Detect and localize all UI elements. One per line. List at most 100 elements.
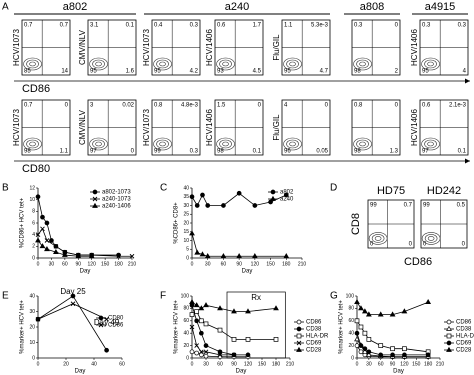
contour bbox=[219, 59, 232, 69]
data-point bbox=[199, 349, 204, 355]
legend-label: CD28 bbox=[306, 348, 322, 354]
contour bbox=[95, 141, 102, 147]
legend-marker bbox=[296, 326, 302, 332]
x-tick-label: 150 bbox=[412, 361, 421, 367]
y-axis-label: Flu/GIL bbox=[272, 114, 281, 141]
data-point bbox=[203, 343, 209, 348]
quadrant-value: 0.8 bbox=[354, 103, 363, 109]
quadrant-value: 2 bbox=[395, 69, 399, 75]
x-tick-label: 180 bbox=[282, 261, 291, 267]
data-point bbox=[221, 203, 226, 208]
data-point bbox=[245, 308, 251, 314]
y-tick-label: 40 bbox=[183, 331, 189, 337]
y-axis-label: HCV/1406 bbox=[410, 109, 419, 146]
data-point bbox=[204, 253, 211, 259]
contour bbox=[92, 139, 105, 149]
y-tick-label: 20 bbox=[183, 220, 189, 226]
x-tick-label: 120 bbox=[400, 361, 409, 367]
quadrant-value: 3.1 bbox=[90, 23, 99, 29]
quadrant-value: 0.1 bbox=[458, 149, 467, 155]
data-point bbox=[39, 243, 46, 249]
data-point bbox=[366, 337, 372, 342]
data-point bbox=[358, 349, 364, 355]
x-tick-label: 210 bbox=[286, 361, 295, 367]
contour bbox=[286, 139, 299, 149]
data-point bbox=[35, 316, 41, 322]
contour bbox=[427, 141, 434, 147]
data-point bbox=[35, 237, 41, 243]
quadrant-value: 0 bbox=[409, 242, 413, 248]
quadrant-value: 0 bbox=[395, 23, 399, 29]
legend-marker bbox=[446, 333, 452, 339]
x-tick-label: 60 bbox=[217, 361, 223, 367]
data-point bbox=[425, 352, 431, 358]
data-point bbox=[70, 293, 76, 299]
quadrant-value: 0.7 bbox=[24, 103, 33, 109]
contour bbox=[219, 139, 232, 149]
y-tick-label: 10 bbox=[29, 340, 35, 346]
y-tick-label: 20 bbox=[348, 343, 354, 349]
y-tick-label: 0 bbox=[32, 255, 35, 261]
x-tick-label: 210 bbox=[128, 261, 137, 267]
x-axis-label: Day bbox=[242, 269, 253, 275]
contour bbox=[23, 137, 42, 151]
legend-label: CD69 bbox=[456, 341, 472, 347]
x-tick-label: 30 bbox=[205, 261, 211, 267]
y-axis-label: %CD86+ CD8+ bbox=[174, 202, 180, 244]
legend-label: HLA-DR bbox=[456, 334, 474, 340]
data-point bbox=[75, 253, 82, 259]
quadrant-value: 96 bbox=[284, 149, 291, 155]
y-tick-label: 10 bbox=[29, 197, 35, 203]
data-point bbox=[251, 253, 258, 259]
contour bbox=[421, 232, 441, 245]
series-line bbox=[191, 233, 287, 257]
legend-marker bbox=[296, 319, 302, 325]
data-point bbox=[44, 246, 50, 252]
quadrant-value: 0.05 bbox=[316, 149, 328, 155]
y-tick-label: 6 bbox=[32, 220, 35, 226]
y-axis-label: HCV/1073 bbox=[12, 109, 21, 146]
data-point bbox=[245, 337, 251, 342]
data-point bbox=[252, 203, 258, 208]
quadrant-value: 99 bbox=[423, 203, 430, 209]
contour bbox=[26, 139, 39, 149]
y-tick-label: 60 bbox=[348, 318, 354, 324]
data-point bbox=[194, 203, 200, 208]
y-axis-label: HCV/1406 bbox=[410, 29, 419, 66]
data-point bbox=[35, 194, 41, 200]
data-point bbox=[116, 253, 121, 259]
x-tick-label: 0 bbox=[191, 261, 194, 267]
y-axis-label: HCV/1073 bbox=[12, 29, 21, 66]
x-tick-label: 60 bbox=[378, 361, 384, 367]
data-point bbox=[189, 194, 195, 200]
contour bbox=[95, 61, 102, 67]
legend-marker bbox=[270, 195, 276, 201]
y-tick-label: 80 bbox=[348, 306, 354, 312]
contour bbox=[371, 234, 385, 243]
box-label: Rx bbox=[251, 293, 261, 302]
contour bbox=[159, 61, 166, 67]
data-point bbox=[273, 337, 279, 342]
y-tick-label: 5 bbox=[186, 247, 189, 253]
data-point bbox=[203, 302, 209, 308]
x-tick-label: 210 bbox=[436, 361, 445, 367]
arrow-head bbox=[465, 158, 470, 164]
data-point bbox=[217, 327, 223, 333]
quadrant-value: 0 bbox=[65, 103, 69, 109]
data-point bbox=[104, 347, 109, 353]
quadrant-value: 0.6 bbox=[217, 23, 226, 29]
quadrant-value: 95 bbox=[154, 69, 161, 75]
legend-label: a240-1073 bbox=[102, 197, 131, 203]
row-marker: CD86 bbox=[22, 83, 50, 95]
data-point bbox=[44, 220, 50, 226]
data-point bbox=[199, 251, 206, 257]
data-point bbox=[358, 305, 364, 311]
data-point bbox=[40, 214, 45, 220]
contour bbox=[153, 137, 172, 151]
x-tick-label: 180 bbox=[114, 261, 123, 267]
y-tick-label: 40 bbox=[348, 331, 354, 337]
panel-label: G bbox=[330, 291, 338, 302]
panel-label: C bbox=[160, 183, 167, 194]
y-tick-label: 0 bbox=[186, 255, 189, 261]
quadrant-value: 0.8 bbox=[154, 103, 163, 109]
